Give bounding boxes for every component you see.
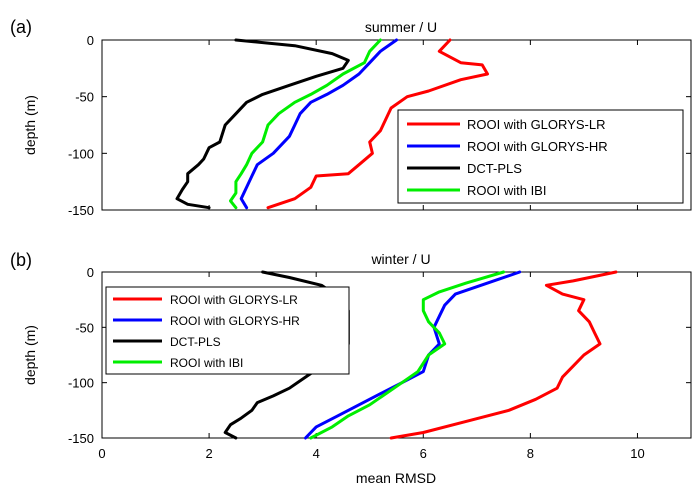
panel-b-ylabel: depth (m) <box>22 325 38 385</box>
legend-a-label-1: ROOI with GLORYS-HR <box>467 139 608 154</box>
panel-a: (a) summer / U depth (m) 0 -50 -100 -150 RO… <box>10 17 692 218</box>
ytick-label: -100 <box>68 146 94 161</box>
series-line-3 <box>229 38 382 210</box>
panel-a-ticks: 0 -50 -100 -150 <box>68 33 691 218</box>
ytick-label: -150 <box>68 203 94 218</box>
series-line-2 <box>175 38 350 210</box>
panel-b-legend: ROOI with GLORYS-LR ROOI with GLORYS-HR … <box>105 286 350 375</box>
panel-a-label: (a) <box>10 17 32 37</box>
panel-a-ylabel: depth (m) <box>22 95 38 155</box>
legend-a-label-3: ROOI with IBI <box>467 183 546 198</box>
legend-b-label-3: ROOI with IBI <box>170 356 243 370</box>
xtick-label: 10 <box>630 446 644 461</box>
ytick-label: 0 <box>87 33 94 48</box>
panel-a-title: summer / U <box>365 19 437 35</box>
panel-b-title: winter / U <box>370 251 430 267</box>
xtick-label: 2 <box>205 446 212 461</box>
panel-b-ticks: 0 -50 -100 -150 0 2 4 6 8 10 <box>68 265 691 461</box>
legend-b-label-1: ROOI with GLORYS-HR <box>170 314 300 328</box>
panel-b-xlabel: mean RMSD <box>356 470 436 486</box>
legend-a-label-2: DCT-PLS <box>467 161 522 176</box>
panel-b-legend-box <box>105 286 350 375</box>
series-line-0 <box>389 270 618 440</box>
legend-a-label-0: ROOI with GLORYS-LR <box>467 117 605 132</box>
ytick-label: 0 <box>87 265 94 280</box>
legend-b-label-2: DCT-PLS <box>170 335 221 349</box>
ytick-label: -50 <box>75 90 94 105</box>
panel-b-label: (b) <box>10 250 32 270</box>
legend-b-label-0: ROOI with GLORYS-LR <box>170 293 298 307</box>
panel-a-series <box>175 38 489 210</box>
xtick-label: 4 <box>313 446 320 461</box>
xtick-label: 8 <box>527 446 534 461</box>
xtick-label: 6 <box>420 446 427 461</box>
series-line-3 <box>309 270 506 440</box>
panel-a-legend: ROOI with GLORYS-LR ROOI with GLORYS-HR … <box>397 109 684 204</box>
series-line-1 <box>239 38 398 210</box>
ytick-label: -150 <box>68 431 94 446</box>
series-line-0 <box>266 38 489 210</box>
panel-b: (b) winter / U depth (m) mean RMSD 0 -50 -… <box>10 250 692 486</box>
ytick-label: -100 <box>68 376 94 391</box>
xtick-label: 0 <box>98 446 105 461</box>
ytick-label: -50 <box>75 320 94 335</box>
